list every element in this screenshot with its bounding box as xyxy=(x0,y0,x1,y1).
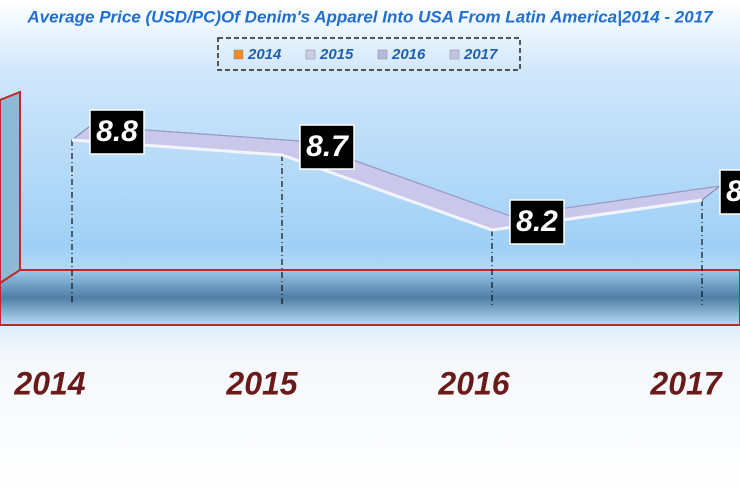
legend-label: 2015 xyxy=(319,46,354,63)
line-top xyxy=(89,125,721,217)
floor xyxy=(0,269,740,326)
value-label: 8.8 xyxy=(96,115,138,148)
value-label-box xyxy=(299,124,355,170)
legend-swatch xyxy=(377,49,388,60)
value-label: 8.7 xyxy=(306,130,349,163)
x-tick-label: 2016 xyxy=(437,365,509,401)
x-tick-label: 2014 xyxy=(13,365,85,401)
legend-swatch xyxy=(449,49,460,60)
side-wall xyxy=(0,90,21,285)
legend-label: 2016 xyxy=(391,46,426,63)
legend-label: 2017 xyxy=(463,46,498,63)
value-label: 8.2 xyxy=(516,205,558,238)
value-label-box xyxy=(89,109,145,155)
legend-box xyxy=(217,37,521,71)
x-tick-label: 2017 xyxy=(649,365,723,401)
chart-title: Average Price (USD/PC)Of Denim's Apparel… xyxy=(26,7,714,26)
value-label: 8.4 xyxy=(726,175,740,208)
legend-label: 2014 xyxy=(247,46,282,63)
value-label-box xyxy=(509,199,565,245)
x-tick-label: 2015 xyxy=(225,365,298,401)
legend-swatch xyxy=(305,49,316,60)
line xyxy=(71,138,703,232)
legend-swatch xyxy=(233,49,244,60)
value-label-box xyxy=(719,169,740,215)
